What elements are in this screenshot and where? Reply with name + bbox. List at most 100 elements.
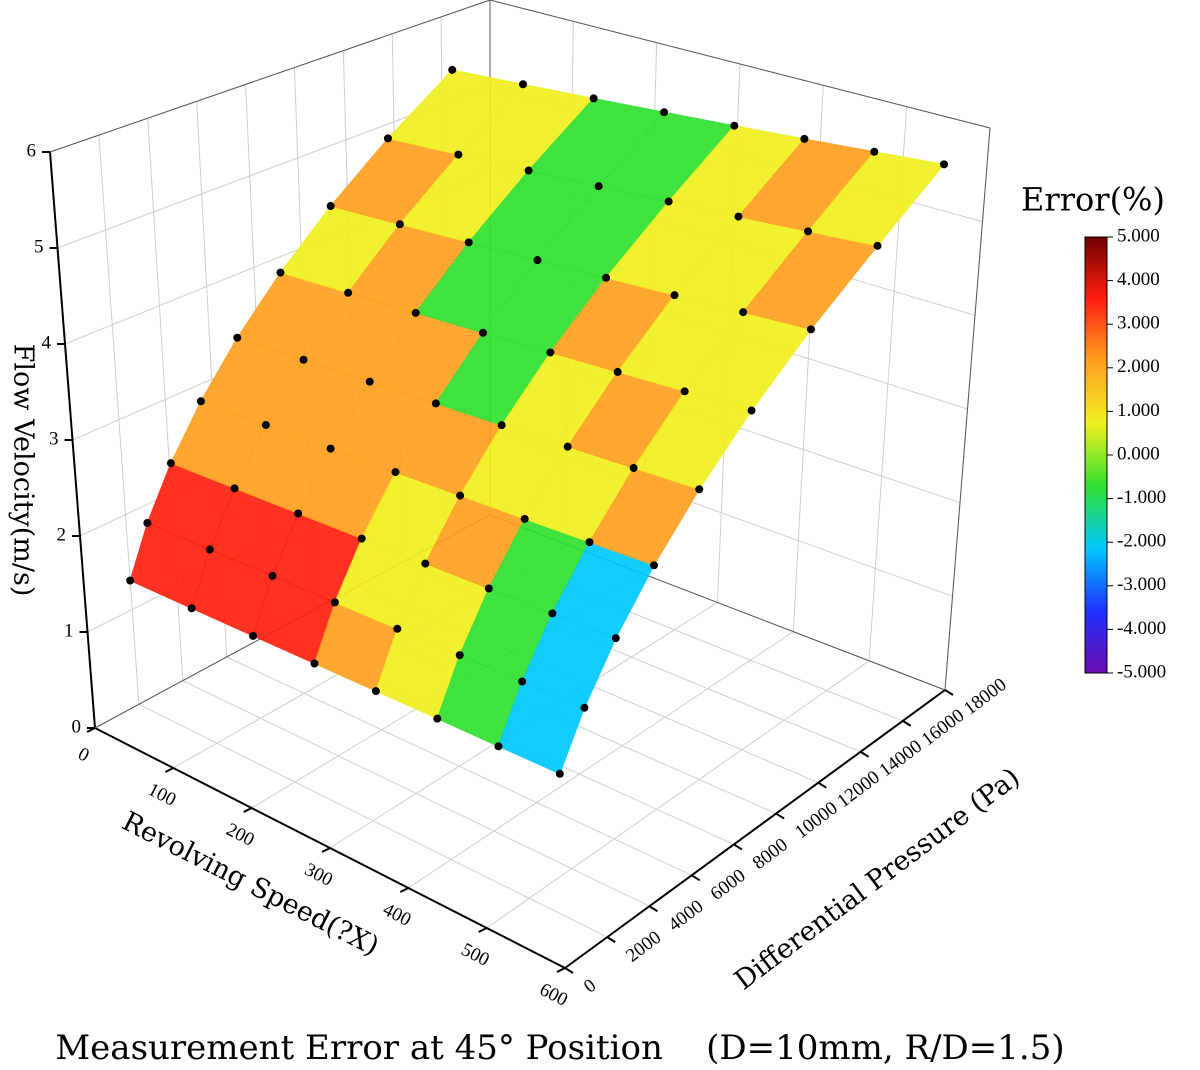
- tick-mark: [606, 936, 616, 943]
- y-tick-label: 6000: [707, 865, 750, 905]
- data-point: [629, 463, 638, 472]
- data-point: [739, 308, 748, 317]
- data-point: [524, 166, 533, 175]
- z-tick-label: 3: [49, 428, 59, 449]
- frame-line: [49, 0, 491, 153]
- z-tick-label: 4: [42, 332, 52, 353]
- data-point: [371, 687, 380, 696]
- z-tick-label: 5: [34, 236, 44, 257]
- data-point: [519, 80, 528, 89]
- data-point: [196, 397, 205, 406]
- y-tick-label: 8000: [749, 834, 792, 874]
- data-point: [940, 160, 949, 169]
- data-point: [555, 769, 564, 778]
- data-point: [611, 634, 620, 643]
- data-point: [330, 598, 339, 607]
- data-point: [448, 65, 457, 74]
- x-tick-label: 500: [458, 939, 493, 971]
- data-point: [806, 325, 815, 334]
- tick-mark: [564, 967, 574, 974]
- y-tick-label: 16000: [918, 705, 969, 750]
- colorbar-tick-label: 5.000: [1117, 225, 1160, 246]
- axis-line: [49, 151, 96, 729]
- data-point: [249, 631, 258, 640]
- tick-mark: [902, 720, 912, 727]
- tick-mark: [944, 689, 954, 696]
- data-point: [497, 421, 506, 430]
- data-point: [494, 742, 503, 751]
- colorbar-title: Error(%): [1021, 181, 1165, 219]
- data-point: [454, 150, 463, 159]
- x-tick-label: 400: [379, 899, 414, 931]
- data-point: [187, 604, 196, 613]
- tick-mark: [648, 905, 658, 913]
- colorbar-tick-label: -3.000: [1117, 574, 1166, 595]
- data-point: [395, 220, 404, 229]
- data-point: [310, 659, 319, 668]
- y-tick-label: 4000: [664, 896, 707, 936]
- data-point: [649, 561, 658, 570]
- data-point: [365, 377, 374, 386]
- y-tick-label: 18000: [960, 674, 1011, 719]
- y-tick-label: 2000: [622, 927, 665, 967]
- axis-line: [564, 689, 946, 969]
- tick-mark: [556, 967, 566, 973]
- data-point: [580, 703, 589, 712]
- colorbar-tick-label: 1.000: [1117, 400, 1160, 421]
- data-point: [602, 273, 611, 282]
- frame-line: [489, 0, 991, 129]
- x-tick-label: 200: [223, 819, 258, 851]
- axis-line: [94, 727, 566, 969]
- data-point: [326, 202, 335, 211]
- x-tick-label: 300: [301, 859, 336, 891]
- colorbar-tick-label: -1.000: [1117, 487, 1166, 508]
- data-point: [804, 227, 813, 236]
- data-point: [456, 491, 465, 500]
- data-point: [391, 468, 400, 477]
- colorbar-tick-label: -5.000: [1117, 661, 1166, 682]
- chart-title: Measurement Error at 45° Position (D=10m…: [55, 1028, 1064, 1068]
- colorbar-tick-label: 2.000: [1117, 356, 1160, 377]
- data-point: [484, 584, 493, 593]
- grid-line: [486, 660, 870, 929]
- y-tick-label: 12000: [833, 767, 884, 812]
- data-point: [126, 576, 135, 585]
- data-point: [261, 420, 270, 429]
- tick-mark: [478, 927, 488, 933]
- data-point: [268, 571, 277, 580]
- data-point: [613, 367, 622, 376]
- data-point: [873, 241, 882, 250]
- data-point: [695, 485, 704, 494]
- colorbar-tick-label: -4.000: [1117, 618, 1166, 639]
- tick-mark: [164, 767, 174, 773]
- data-point: [344, 288, 353, 297]
- z-tick-label: 2: [57, 524, 67, 545]
- data-point: [393, 624, 402, 633]
- tick-mark: [321, 847, 331, 853]
- data-point: [276, 268, 285, 277]
- data-point: [660, 108, 669, 117]
- colorbar-tick-label: 4.000: [1117, 269, 1160, 290]
- data-point: [294, 509, 303, 518]
- data-point: [520, 514, 529, 523]
- z-tick-label: 6: [27, 140, 37, 161]
- points: [126, 65, 949, 778]
- data-point: [546, 348, 555, 357]
- data-point: [166, 459, 175, 468]
- data-point: [670, 291, 679, 300]
- tick-mark: [817, 781, 827, 789]
- data-point: [680, 387, 689, 396]
- data-point: [421, 559, 430, 568]
- data-point: [230, 484, 239, 493]
- z-tick-label: 1: [64, 620, 74, 641]
- z-tick-label: 0: [72, 716, 82, 737]
- data-point: [478, 328, 487, 337]
- data-point: [455, 651, 464, 660]
- data-point: [747, 406, 756, 415]
- data-point: [464, 238, 473, 247]
- data-point: [433, 714, 442, 723]
- data-point: [143, 518, 152, 527]
- data-point: [589, 94, 598, 103]
- x-tick-label: 100: [144, 779, 179, 811]
